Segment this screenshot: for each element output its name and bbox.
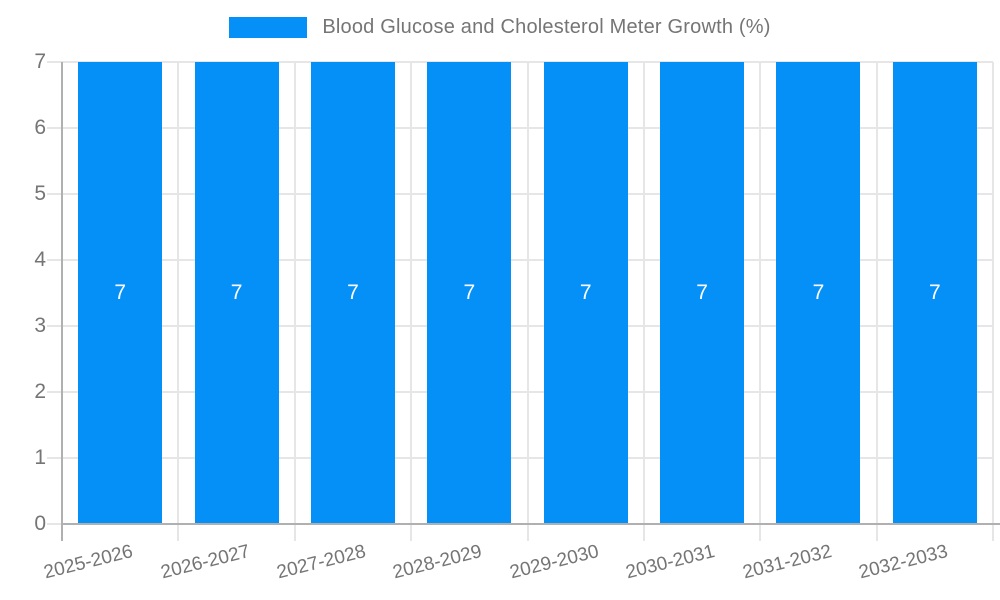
bar-2026-2027[interactable]: 7 (194, 62, 279, 524)
bar-2029-2030[interactable]: 7 (543, 62, 628, 524)
x-axis-label: 2027-2028 (274, 541, 369, 584)
bar-value-label: 7 (812, 281, 825, 304)
bar-2028-2029[interactable]: 7 (427, 62, 512, 524)
x-axis-label: 2031-2032 (740, 541, 834, 584)
y-tick-label: 4 (34, 248, 46, 271)
y-tick-label: 6 (34, 116, 46, 139)
x-axis-label: 2032-2033 (856, 541, 950, 584)
bar-value-label: 7 (230, 281, 243, 304)
vertical-gridline (642, 62, 645, 541)
x-axis-label: 2025-2026 (42, 541, 136, 584)
y-axis-line (61, 62, 63, 541)
bar-value-label: 7 (114, 281, 127, 304)
bar-value-label: 7 (347, 281, 359, 304)
gridline (47, 259, 993, 261)
y-tick-label: 5 (34, 182, 46, 205)
x-axis-label: 2029-2030 (507, 541, 601, 584)
y-tick-label: 1 (34, 446, 46, 469)
vertical-gridline (992, 62, 994, 541)
x-axis-label: 2028-2029 (391, 541, 485, 584)
y-tick-label: 2 (34, 380, 46, 403)
bar-value-label: 7 (579, 281, 592, 304)
category-slot: 7 2026-2027 (158, 62, 296, 583)
gridline (47, 61, 993, 63)
y-tick-label: 3 (34, 314, 46, 337)
category-slot: 7 2029-2030 (508, 62, 645, 583)
category-slot: 7 2030-2031 (624, 62, 762, 583)
legend-swatch (229, 17, 308, 38)
bar-2027-2028[interactable]: 7 (310, 62, 395, 524)
legend[interactable]: Blood Glucose and Cholesterol Meter Grow… (0, 16, 1000, 39)
gridline (47, 127, 993, 129)
plot-area: 7 2025-2026 7 2026-2027 7 2027-2028 7 20… (42, 61, 994, 583)
vertical-gridline (759, 62, 762, 541)
vertical-gridline (875, 62, 878, 541)
bar-2031-2032[interactable]: 7 (776, 62, 861, 524)
y-axis-tick-labels: 7 6 5 4 3 2 1 0 (0, 50, 46, 535)
gridline (47, 193, 993, 195)
gridline (47, 457, 993, 459)
y-tick-label: 7 (34, 50, 46, 73)
bar-value-label: 7 (463, 281, 476, 304)
category-slot: 7 2028-2029 (391, 62, 529, 583)
bar-2032-2033[interactable]: 7 (892, 62, 977, 524)
legend-label: Blood Glucose and Cholesterol Meter Grow… (322, 16, 771, 38)
vertical-gridline (410, 62, 413, 541)
vertical-gridline (526, 62, 529, 541)
gridline (47, 325, 993, 327)
vertical-gridline (293, 62, 296, 541)
bar-value-label: 7 (928, 281, 941, 304)
bar-2030-2031[interactable]: 7 (660, 62, 745, 524)
bar-value-label: 7 (696, 281, 708, 304)
x-axis-label: 2026-2027 (158, 541, 252, 584)
category-slot: 7 2025-2026 (42, 62, 180, 583)
category-slot: 7 2027-2028 (275, 62, 413, 583)
gridline (47, 391, 993, 393)
category-slot: 7 2031-2032 (740, 62, 878, 583)
category-slot: 7 2032-2033 (857, 62, 994, 583)
x-axis-line (61, 523, 1000, 525)
bar-2025-2026[interactable]: 7 (78, 62, 163, 524)
y-tick-label: 0 (34, 512, 46, 535)
vertical-gridline (177, 62, 180, 541)
x-axis-label: 2030-2031 (623, 541, 718, 584)
